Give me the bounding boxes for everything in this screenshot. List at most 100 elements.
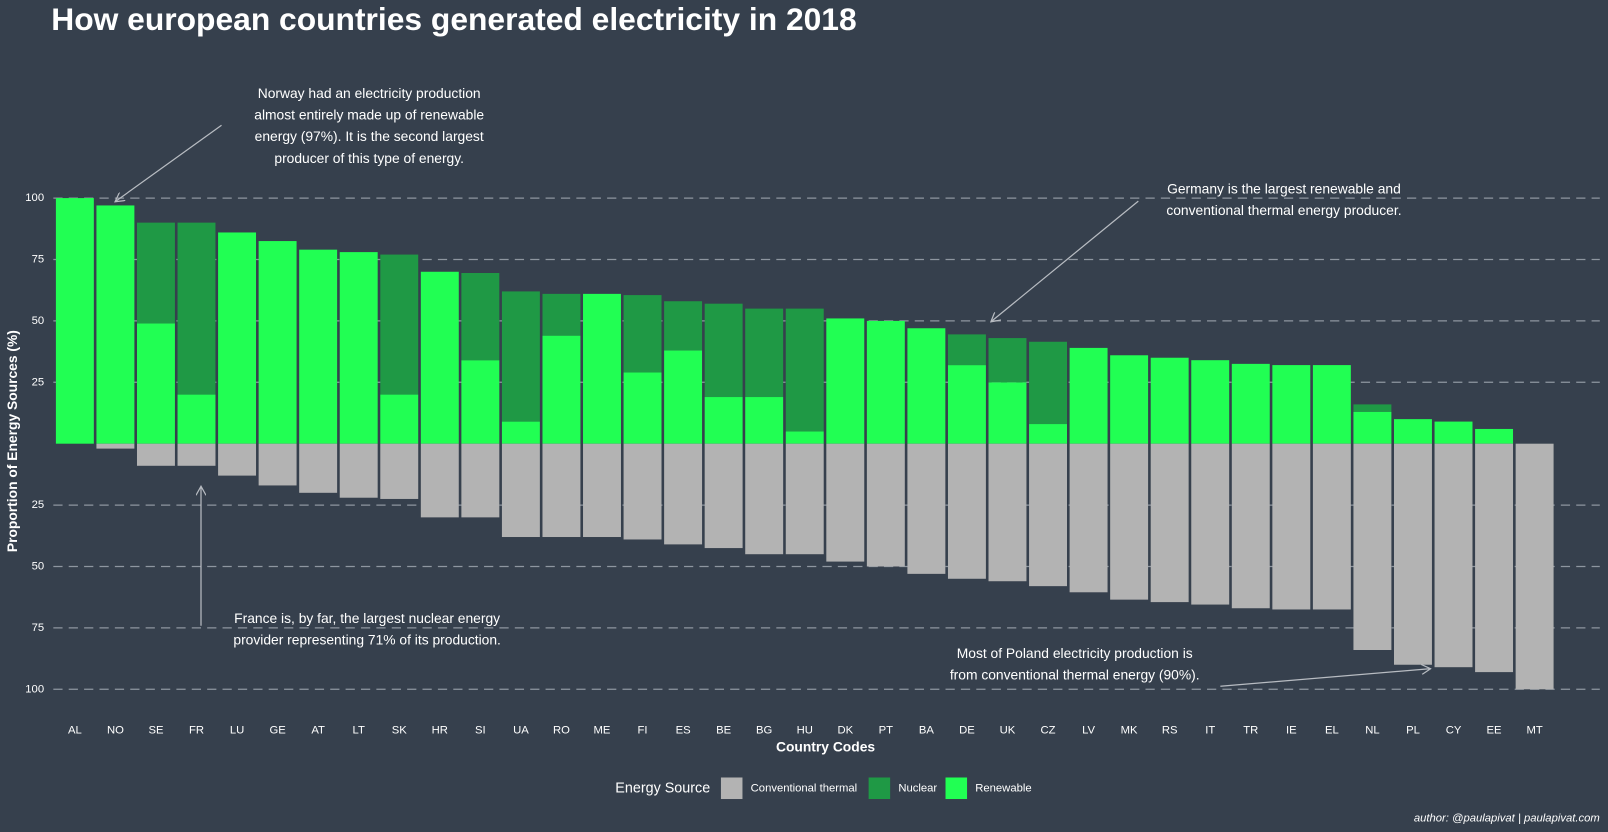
bar-segment <box>704 303 743 398</box>
bar-segment <box>1272 443 1311 610</box>
x-tick-label: CZ <box>1041 724 1056 736</box>
bar-segment <box>218 232 257 444</box>
x-tick-label: MT <box>1526 724 1542 736</box>
bar-segment <box>461 360 500 444</box>
bar-segment <box>380 394 419 444</box>
bar-segment <box>55 198 94 444</box>
bar-segment <box>826 443 865 562</box>
bar-segment <box>664 443 703 545</box>
bar-segment <box>299 443 338 493</box>
bar-segment <box>907 328 946 444</box>
legend-title: Energy Source <box>615 781 710 797</box>
x-tick-label: NO <box>107 724 124 736</box>
bar-segment <box>988 338 1027 383</box>
bar-segment <box>299 249 338 444</box>
arrow <box>992 200 1139 321</box>
bar-segment <box>704 443 743 549</box>
annotation-text: from conventional thermal energy (90%). <box>950 667 1200 683</box>
bar-segment <box>1231 363 1270 444</box>
x-tick-label: IE <box>1286 724 1297 736</box>
bar-segment <box>96 443 135 449</box>
chart-title: How european countries generated electri… <box>51 1 856 37</box>
x-tick-label: SK <box>392 724 408 736</box>
bar-segment <box>785 431 824 444</box>
bar-segment <box>785 308 824 432</box>
bar-segment <box>907 443 946 574</box>
bar-segment <box>136 443 175 466</box>
bar-segment <box>623 443 662 540</box>
bars: AL NO SE FR LU GE AT LT SK HR SI UA RO ME FI ES BE BG HU DK… <box>55 198 1554 736</box>
bar-segment <box>542 335 581 444</box>
x-tick-label: LT <box>353 724 365 736</box>
bar-segment <box>461 443 500 518</box>
x-tick-label: ME <box>594 724 611 736</box>
x-tick-label: HU <box>797 724 813 736</box>
x-tick-label: SI <box>475 724 486 736</box>
annotation-text: energy (97%). It is the second largest <box>255 128 484 144</box>
bar-segment <box>1393 419 1432 444</box>
x-tick-label: DK <box>837 724 853 736</box>
y-tick-label: 25 <box>32 376 45 388</box>
bar-segment <box>1312 443 1351 610</box>
bar-segment <box>380 443 419 499</box>
bar-segment <box>866 320 905 444</box>
x-tick-label: NL <box>1365 724 1379 736</box>
bar-segment <box>1272 365 1311 444</box>
bar-segment <box>947 334 986 366</box>
bar-segment <box>96 205 135 444</box>
bar-segment <box>258 443 297 486</box>
bar-segment <box>501 291 540 422</box>
bar-segment <box>1069 443 1108 593</box>
y-tick-label: 100 <box>25 192 44 204</box>
x-tick-label: UK <box>1000 724 1016 736</box>
x-tick-label: BE <box>716 724 732 736</box>
bar-segment <box>1069 347 1108 444</box>
bar-segment <box>1475 428 1514 444</box>
bar-segment <box>988 382 1027 444</box>
x-tick-label: IT <box>1205 724 1215 736</box>
bar-segment <box>177 222 216 395</box>
bar-segment <box>1353 411 1392 444</box>
annotation-text: France is, by far, the largest nuclear e… <box>234 610 500 626</box>
bar-segment <box>623 295 662 373</box>
annotation-text: Most of Poland electricity production is <box>957 645 1193 661</box>
bar-segment <box>745 443 784 555</box>
y-tick-label: 75 <box>32 253 45 265</box>
legend-swatch <box>868 777 891 800</box>
bar-segment <box>136 323 175 444</box>
x-tick-label: LU <box>230 724 244 736</box>
x-tick-label: RS <box>1162 724 1178 736</box>
bar-segment <box>1353 443 1392 651</box>
caption: author: @paulapivat | paulapivat.com <box>1414 812 1600 824</box>
bar-segment <box>542 443 581 538</box>
x-tick-label: DE <box>959 724 975 736</box>
x-tick-label: BG <box>756 724 772 736</box>
annotation-text: conventional thermal energy producer. <box>1166 202 1401 218</box>
bar-segment <box>866 443 905 567</box>
bar-segment <box>1353 404 1392 412</box>
bar-segment <box>1029 443 1068 587</box>
bar-segment <box>623 372 662 444</box>
bar-segment <box>1312 365 1351 444</box>
bar-segment <box>218 443 257 476</box>
bar-segment <box>1150 357 1189 444</box>
bar-segment <box>1434 421 1473 444</box>
bar-segment <box>745 397 784 444</box>
bar-segment <box>177 394 216 444</box>
bar-segment <box>664 350 703 444</box>
bar-segment <box>339 252 378 444</box>
bar-segment <box>947 443 986 579</box>
bar-segment <box>501 443 540 538</box>
bar-segment <box>583 443 621 538</box>
x-tick-label: RO <box>553 724 570 736</box>
x-tick-label: FR <box>189 724 204 736</box>
y-tick-label: 100 <box>25 683 44 695</box>
y-axis-label: Proportion of Energy Sources (%) <box>4 330 20 552</box>
x-tick-label: SE <box>148 724 164 736</box>
x-tick-label: FI <box>638 724 648 736</box>
bar-segment <box>785 443 824 555</box>
bar-segment <box>947 365 986 444</box>
annotation-text: Germany is the largest renewable and <box>1167 181 1401 197</box>
